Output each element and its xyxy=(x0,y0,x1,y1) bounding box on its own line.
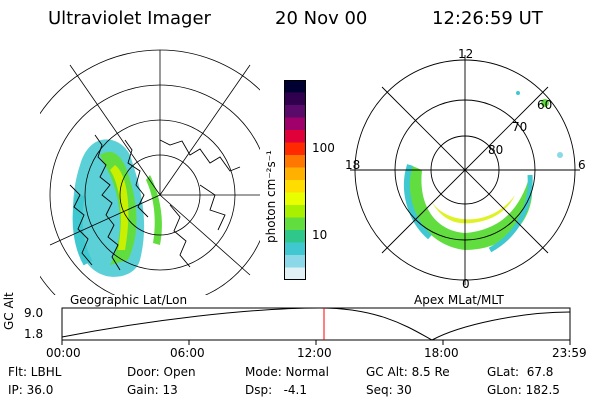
colorbar-unit-label: photon cm⁻²s⁻¹ xyxy=(264,150,278,243)
timeline-xtick-3: 18:00 xyxy=(424,346,459,360)
colorbar-swatch xyxy=(284,242,306,256)
colorbar-tick-100: 100 xyxy=(312,141,335,155)
colorbar-swatch xyxy=(284,255,306,268)
colorbar-border xyxy=(284,80,306,280)
colorbar-swatch xyxy=(284,267,306,281)
left-map-caption: Geographic Lat/Lon xyxy=(70,293,188,307)
colorbar xyxy=(284,80,306,281)
gain-label: Gain: 13 xyxy=(127,383,178,397)
timeline-ytick-bottom: 1.8 xyxy=(24,327,44,341)
mlt-label-left: 18 xyxy=(345,158,361,172)
colorbar-swatch xyxy=(284,142,306,156)
filter-label: Flt: LBHL xyxy=(8,365,62,379)
mlt-label-bottom: 0 xyxy=(462,277,470,291)
colorbar-swatch xyxy=(284,180,306,193)
timeline-ylabel: GC Alt xyxy=(2,292,16,330)
colorbar-swatch xyxy=(284,155,306,168)
colorbar-tick-10: 10 xyxy=(312,228,328,242)
colorbar-swatch xyxy=(284,217,306,231)
seq-label: Seq: 30 xyxy=(366,383,412,397)
geographic-map xyxy=(40,49,260,295)
mlt-label-top: 12 xyxy=(458,47,474,61)
timeline-xtick-1: 06:00 xyxy=(170,346,205,360)
timeline-xtick-4: 23:59 xyxy=(552,346,587,360)
date-label: 20 Nov 00 xyxy=(275,8,368,29)
ip-label: IP: 36.0 xyxy=(8,383,54,397)
colorbar-swatch xyxy=(284,192,306,206)
apex-polar-map xyxy=(350,55,580,285)
colorbar-swatch xyxy=(284,80,306,93)
colorbar-swatch xyxy=(284,130,306,143)
time-label: 12:26:59 UT xyxy=(432,8,543,29)
instrument-title: Ultraviolet Imager xyxy=(48,8,211,29)
lat-label-80: 80 xyxy=(488,143,504,157)
dsp-label: Dsp: -4.1 xyxy=(245,383,308,397)
colorbar-swatch xyxy=(284,105,306,118)
gc-alt-label: GC Alt: 8.5 Re xyxy=(366,365,450,379)
glat-label: GLat: 67.8 xyxy=(487,365,554,379)
lat-label-70: 70 xyxy=(512,120,528,134)
glon-label: GLon: 182.5 xyxy=(487,383,560,397)
lat-label-60: 60 xyxy=(537,98,553,112)
orbit-timeline xyxy=(61,307,571,345)
mode-label: Mode: Normal xyxy=(245,365,329,379)
timeline-ytick-top: 9.0 xyxy=(24,306,44,320)
door-label: Door: Open xyxy=(127,365,196,379)
right-map-caption: Apex MLat/MLT xyxy=(414,293,504,307)
colorbar-swatch xyxy=(284,205,306,218)
mlt-label-right: 6 xyxy=(578,158,586,172)
colorbar-swatch xyxy=(284,117,306,131)
colorbar-swatch xyxy=(284,92,306,106)
colorbar-swatch xyxy=(284,230,306,243)
colorbar-swatch xyxy=(284,167,306,181)
timeline-xtick-0: 00:00 xyxy=(46,346,81,360)
timeline-xtick-2: 12:00 xyxy=(297,346,332,360)
